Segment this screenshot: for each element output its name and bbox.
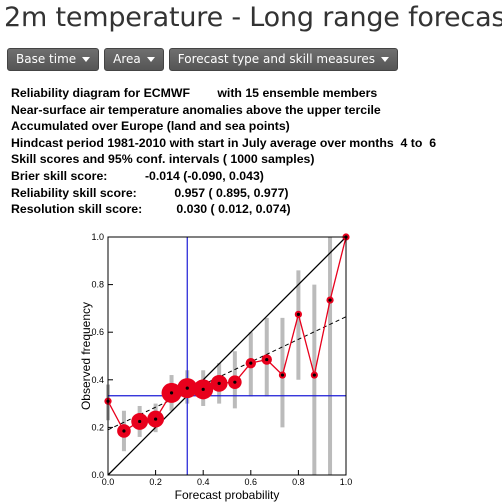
info-block: Reliability diagram for ECMWF with 15 en… bbox=[11, 85, 436, 218]
info-line-title: Reliability diagram for ECMWF with 15 en… bbox=[11, 86, 378, 100]
info-line-brier: Brier skill score: -0.014 (-0.090, 0.043… bbox=[11, 168, 264, 183]
info-line-region: Accumulated over Europe (land and sea po… bbox=[11, 119, 290, 134]
reliability-point-center bbox=[296, 312, 300, 316]
chevron-down-icon bbox=[82, 57, 91, 62]
x-tick-label: 1.0 bbox=[340, 477, 353, 487]
info-line-hindcast: Hindcast period 1981-2010 with start in … bbox=[11, 135, 437, 150]
y-axis-label: Observed frequency bbox=[79, 302, 93, 410]
reliability-point-center bbox=[328, 298, 332, 302]
y-tick-label: 0.6 bbox=[91, 327, 104, 337]
reliability-point-center bbox=[138, 419, 142, 424]
reliability-chart: 0.0 0.2 0.4 0.6 0.8 1.0 0.0 0.2 0.4 0.6 0.8 1.0 Fore… bbox=[79, 232, 353, 502]
info-line-reliability: Reliability skill score: 0.957 ( 0.895, … bbox=[11, 185, 289, 200]
plot-frame bbox=[107, 236, 347, 476]
x-tick-label: 0.0 bbox=[102, 477, 115, 487]
y-tick-label: 0.4 bbox=[91, 375, 104, 385]
reliability-point-center bbox=[185, 386, 189, 390]
y-tick-label: 0.8 bbox=[91, 280, 104, 290]
reliability-point-center bbox=[265, 357, 269, 362]
reliability-point-center bbox=[280, 373, 285, 377]
reliability-point-center bbox=[201, 387, 205, 391]
x-tick-label: 0.6 bbox=[245, 477, 258, 487]
toolbar: Base time Area Forecast type and skill m… bbox=[7, 48, 398, 71]
x-tick-label: 0.2 bbox=[149, 477, 162, 487]
info-line-skill-header: Skill scores and 95% conf. intervals ( 1… bbox=[11, 152, 315, 167]
y-tick-label: 0.2 bbox=[91, 422, 104, 432]
reliability-point-center bbox=[312, 373, 316, 377]
x-tick-label: 0.8 bbox=[292, 477, 305, 487]
forecast-type-label: Forecast type and skill measures bbox=[177, 52, 375, 66]
base-time-label: Base time bbox=[16, 52, 77, 66]
chevron-down-icon bbox=[146, 57, 155, 62]
area-label: Area bbox=[113, 52, 141, 66]
reliability-point-center bbox=[169, 391, 174, 395]
forecast-type-dropdown[interactable]: Forecast type and skill measures bbox=[168, 48, 398, 71]
y-tick-label: 0.0 bbox=[91, 470, 104, 480]
y-tick-label: 1.0 bbox=[91, 232, 104, 242]
regression-line bbox=[107, 316, 347, 431]
x-axis-label: Forecast probability bbox=[175, 488, 280, 502]
area-dropdown[interactable]: Area bbox=[104, 48, 164, 71]
x-tick-label: 0.4 bbox=[197, 477, 210, 487]
reliability-point-center bbox=[154, 417, 158, 421]
reliability-point-center bbox=[217, 381, 221, 385]
reliability-curve bbox=[107, 236, 347, 432]
reliability-point-center bbox=[249, 361, 253, 365]
page-title: 2m temperature - Long range forecast bbox=[4, 2, 502, 33]
info-line-resolution: Resolution skill score: 0.030 ( 0.012, 0… bbox=[11, 202, 291, 217]
chevron-down-icon bbox=[381, 57, 389, 62]
reliability-point-center bbox=[122, 429, 126, 433]
perfect-reliability-line bbox=[107, 236, 347, 476]
base-time-dropdown[interactable]: Base time bbox=[7, 48, 100, 71]
reliability-point-center bbox=[233, 380, 237, 384]
info-line-variable: Near-surface air temperature anomalies a… bbox=[11, 102, 381, 117]
